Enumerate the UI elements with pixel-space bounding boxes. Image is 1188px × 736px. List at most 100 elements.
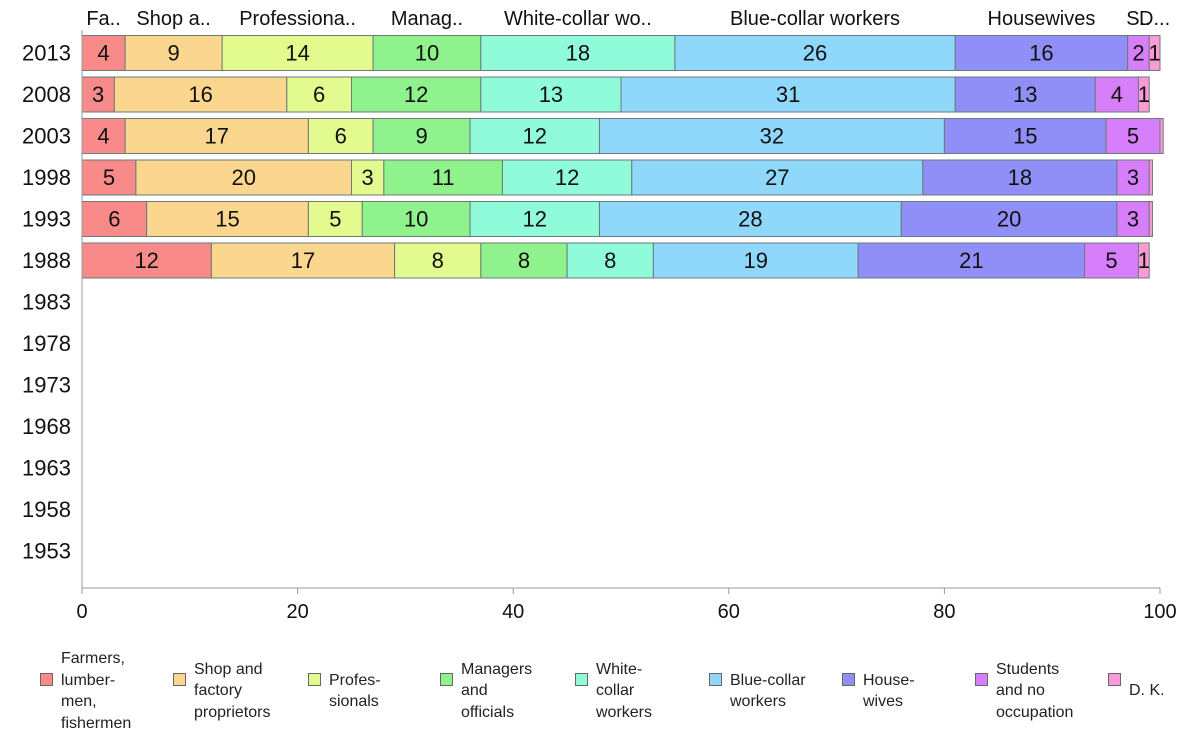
y-axis: 2013 2008 2003 1998 1993 1988 1983 1978 1973 1968… (22, 41, 71, 564)
segment-header-label: Blue-collar workers (730, 8, 900, 30)
category-label: 1968 (22, 414, 71, 439)
bar-segment (1159, 118, 1164, 154)
bar-segment (81, 118, 126, 154)
bar-segment (1105, 118, 1161, 154)
category-label: 1983 (22, 290, 71, 315)
bar-value-label: 3 (1127, 165, 1139, 190)
bar-segment (674, 35, 956, 71)
bar-segment (1116, 201, 1150, 237)
bar-segment (394, 242, 482, 279)
bar-segment (135, 159, 352, 196)
bar-segment (1148, 159, 1153, 196)
bar-segment (286, 76, 353, 113)
legend-label: House- wives (863, 671, 915, 711)
bar-segment (480, 35, 676, 71)
bar-value-label: 1 (1148, 41, 1160, 66)
bar-segment (631, 159, 924, 196)
bar-value-label: 32 (760, 124, 784, 149)
legend-label: D. K. (1129, 682, 1165, 700)
legend-label: Managers and officials (461, 660, 533, 721)
bar-value-label: 19 (744, 248, 768, 273)
bar-segment (598, 201, 902, 237)
category-label: 1993 (22, 207, 71, 232)
bar-segment (1094, 76, 1139, 113)
category-label: 1973 (22, 373, 71, 398)
bar-segment (501, 159, 633, 196)
bar-value-label: 5 (103, 165, 115, 190)
bar-value-label: 18 (1008, 165, 1032, 190)
segment-header-label: White-collar wo.. (504, 8, 652, 30)
legend-item: Blue-collar workers (709, 648, 806, 713)
bar-segment (652, 242, 859, 279)
bar-segment (1137, 242, 1150, 279)
bar-value-label: 3 (92, 82, 104, 107)
legend-item: Students and no occupation (975, 648, 1073, 723)
legend-label: Students and no occupation (996, 660, 1074, 721)
legend-item: House- wives (842, 648, 915, 713)
bar-segment (1084, 242, 1139, 279)
bar-value-label: 16 (188, 82, 212, 107)
bar-value-label: 4 (1111, 82, 1123, 107)
bar-value-label: 9 (168, 41, 180, 66)
bar-value-label: 11 (432, 165, 455, 190)
bar-segment (81, 76, 115, 113)
bar-value-label: 15 (1013, 124, 1037, 149)
segment-header-labels: Fa.. Shop a.. Professiona.. Manag.. White-co… (86, 8, 1170, 30)
bar-value-label: 16 (1029, 41, 1053, 66)
legend-swatch (842, 673, 855, 686)
bar-segment (900, 201, 1118, 237)
bar-value-label: 4 (97, 41, 109, 66)
bar-value-label: 28 (738, 207, 762, 232)
bar-segment (943, 118, 1107, 154)
bar-value-label: 13 (539, 82, 563, 107)
bar-value-label: 10 (415, 41, 439, 66)
bar-value-label: 20 (231, 165, 255, 190)
legend-swatch (709, 673, 722, 686)
x-tick-label: 20 (286, 601, 308, 623)
bar-segment (954, 76, 1096, 113)
bar-segment (480, 242, 568, 279)
bar-value-label: 12 (523, 124, 547, 149)
bar-value-label: 5 (1105, 248, 1117, 273)
bar-value-label: 6 (335, 124, 347, 149)
bar-value-label: 26 (803, 41, 827, 66)
bar-value-label: 2 (1132, 41, 1144, 66)
stacked-bar-chart: Fa.. Shop a.. Professiona.. Manag.. White-co… (22, 8, 1177, 623)
x-axis: 0 20 40 60 80 100 (76, 30, 1177, 623)
bar-value-label: 6 (108, 207, 120, 232)
legend-label: Farmers, lumber- men, fishermen (61, 650, 132, 732)
legend-swatch (575, 673, 588, 686)
bar-value-label: 31 (776, 82, 800, 107)
bar-segment (1137, 76, 1150, 113)
segment-header-label: Housewives (988, 8, 1096, 30)
bar-segment (480, 76, 622, 113)
bar-segment (469, 118, 600, 154)
bar-segment (566, 242, 654, 279)
bar-value-label: 8 (432, 248, 444, 273)
bar-value-label: 12 (555, 165, 579, 190)
legend-label: Shop and factory proprietors (194, 660, 271, 721)
legend-swatch (173, 673, 186, 686)
bar-segment (81, 242, 212, 279)
legend: Farmers, lumber- men, fishermen Shop and … (40, 648, 1188, 732)
legend-item: Shop and factory proprietors (173, 648, 270, 723)
bar-value-label: 6 (313, 82, 325, 107)
bar-value-label: 18 (566, 41, 590, 66)
bar-segment (1148, 201, 1153, 237)
bar-segment (922, 159, 1118, 196)
bar-segment (81, 159, 137, 196)
bar-value-label: 3 (1127, 207, 1139, 232)
legend-swatch (440, 673, 453, 686)
segment-header-label: Shop a.. (136, 8, 211, 30)
bar-segment (598, 118, 945, 154)
bar-value-label: 8 (604, 248, 616, 273)
bar-value-label: 12 (404, 82, 428, 107)
x-tick-label: 60 (718, 601, 740, 623)
legend-label: Blue-collar workers (730, 671, 806, 711)
bar-value-label: 9 (415, 124, 427, 149)
legend-swatch (308, 673, 321, 686)
legend-item: Managers and officials (440, 648, 532, 723)
bar-value-label: 17 (291, 248, 315, 273)
bar-segment (81, 201, 148, 237)
bar-value-label: 13 (1013, 82, 1037, 107)
